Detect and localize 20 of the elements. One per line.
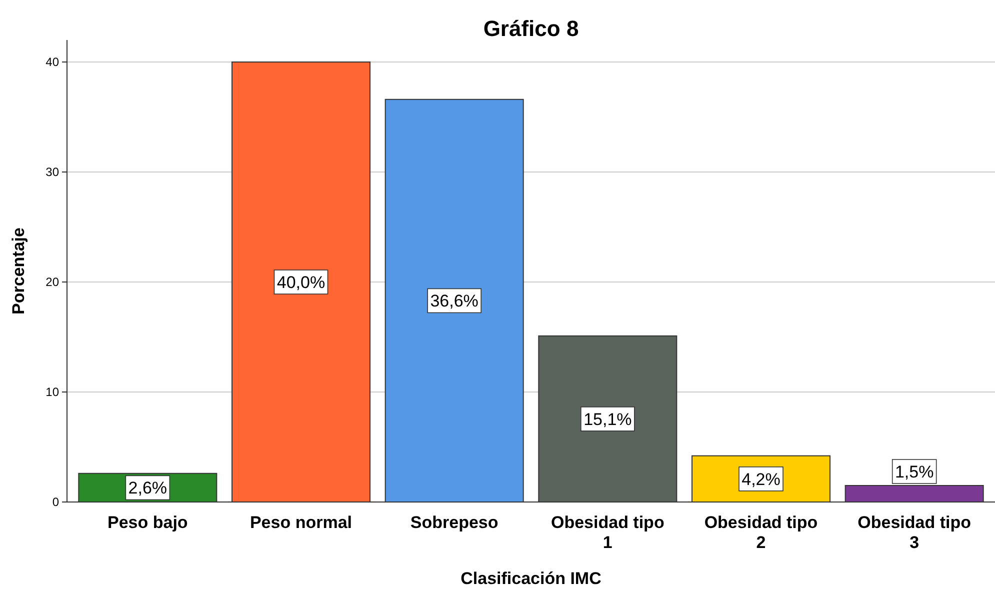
data-label: 1,5% [894, 462, 934, 482]
y-tick-label: 20 [46, 275, 60, 289]
x-tick-label: Sobrepeso [410, 513, 498, 532]
y-tick-label: 40 [46, 55, 60, 69]
chart-title: Gráfico 8 [483, 16, 579, 41]
y-tick-label: 30 [46, 165, 60, 179]
y-tick-label: 0 [52, 495, 60, 509]
x-tick-label: Obesidad tipo 3 [858, 513, 972, 552]
data-label: 4,2% [742, 470, 780, 489]
data-label: 36,6% [430, 292, 478, 311]
x-tick-label: Obesidad tipo 1 [550, 513, 664, 552]
x-tick-label: Peso normal [250, 513, 352, 532]
x-axis-title: Clasificación IMC [460, 569, 602, 588]
y-axis-title: Porcentaje [9, 228, 28, 314]
y-tick-label: 10 [46, 385, 60, 399]
data-label: 40,0% [276, 273, 326, 292]
x-tick-label: Obesidad tipo 2 [704, 513, 818, 552]
x-tick-label: Peso bajo [108, 513, 188, 532]
data-label: 2,6% [128, 478, 168, 498]
data-label: 15,1% [584, 410, 632, 429]
